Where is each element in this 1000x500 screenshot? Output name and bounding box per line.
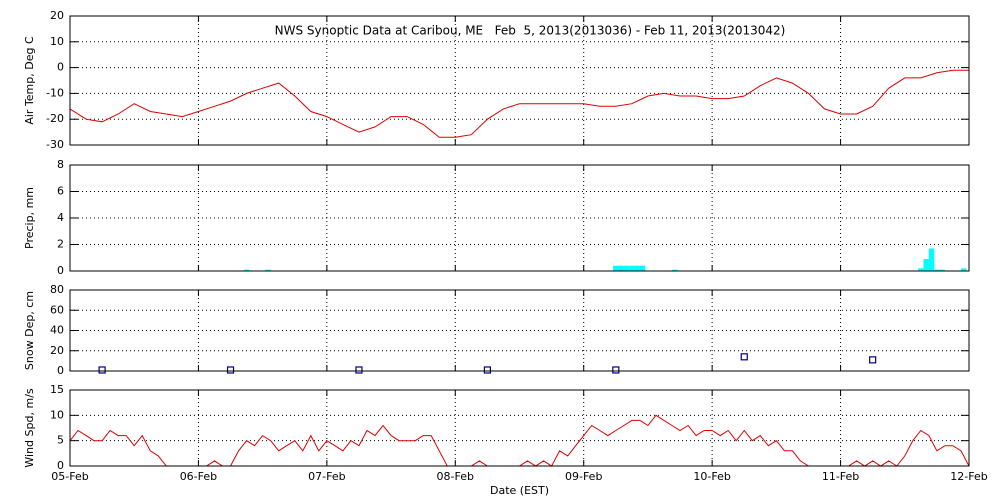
bar [613,265,619,271]
y-tick-label: 5 [57,434,64,447]
x-tick-label: 10-Feb [693,470,730,483]
plot-frame [69,289,970,372]
y-axis-label: Snow Dep, cm [23,291,36,370]
x-axis-label: Date (EST) [490,484,549,497]
y-axis-label: Wind Spd, m/s [23,388,36,468]
y-tick-label: 10 [50,408,64,421]
y-axis-label: Precip, mm [23,187,36,249]
marker [612,366,620,374]
bar [243,269,250,271]
plot-frame [69,389,970,467]
y-tick-label: 4 [57,211,64,224]
x-tick-label: 09-Feb [565,470,602,483]
y-tick-label: 80 [50,283,64,296]
bar [960,268,967,271]
bar [639,265,646,271]
x-tick-label: 08-Feb [437,470,474,483]
bar [923,259,929,271]
x-tick-label: 06-Feb [180,470,217,483]
y-tick-label: 0 [57,459,64,472]
y-tick-label: 60 [50,303,64,316]
y-tick-label: -20 [46,112,64,125]
bar [928,248,935,271]
bar [671,269,678,271]
bar [623,265,630,271]
x-tick-label: 11-Feb [822,470,859,483]
y-tick-label: 20 [50,344,64,357]
bar [939,269,945,271]
y-tick-label: 2 [57,238,64,251]
y-axis-label: Air Temp, Deg C [23,36,36,125]
x-tick-label: 07-Feb [308,470,345,483]
y-tick-label: 0 [57,364,64,377]
bar [618,265,624,271]
y-tick-label: 40 [50,324,64,337]
y-tick-label: 10 [50,35,64,48]
x-tick-label: 12-Feb [950,470,987,483]
bar [629,265,635,271]
y-tick-label: 15 [50,383,64,396]
marker [869,356,877,364]
plot-frame [69,15,970,146]
y-tick-label: -10 [46,86,64,99]
plot-frame [69,164,970,272]
bar [934,269,940,271]
chart-title: NWS Synoptic Data at Caribou, ME Feb 5, … [275,24,786,38]
marker [98,366,106,374]
y-tick-label: 0 [57,61,64,74]
y-tick-label: 20 [50,9,64,22]
x-tick-label: 05-Feb [51,470,88,483]
y-tick-label: 6 [57,185,64,198]
data-line [69,69,969,138]
y-tick-label: 0 [57,264,64,277]
marker [740,353,748,361]
marker [355,366,363,374]
y-tick-label: 8 [57,158,64,171]
bar [918,268,924,271]
marker [226,366,235,374]
marker [483,366,491,374]
y-tick-label: -30 [46,138,64,151]
bar [265,269,271,271]
bar [634,265,640,271]
